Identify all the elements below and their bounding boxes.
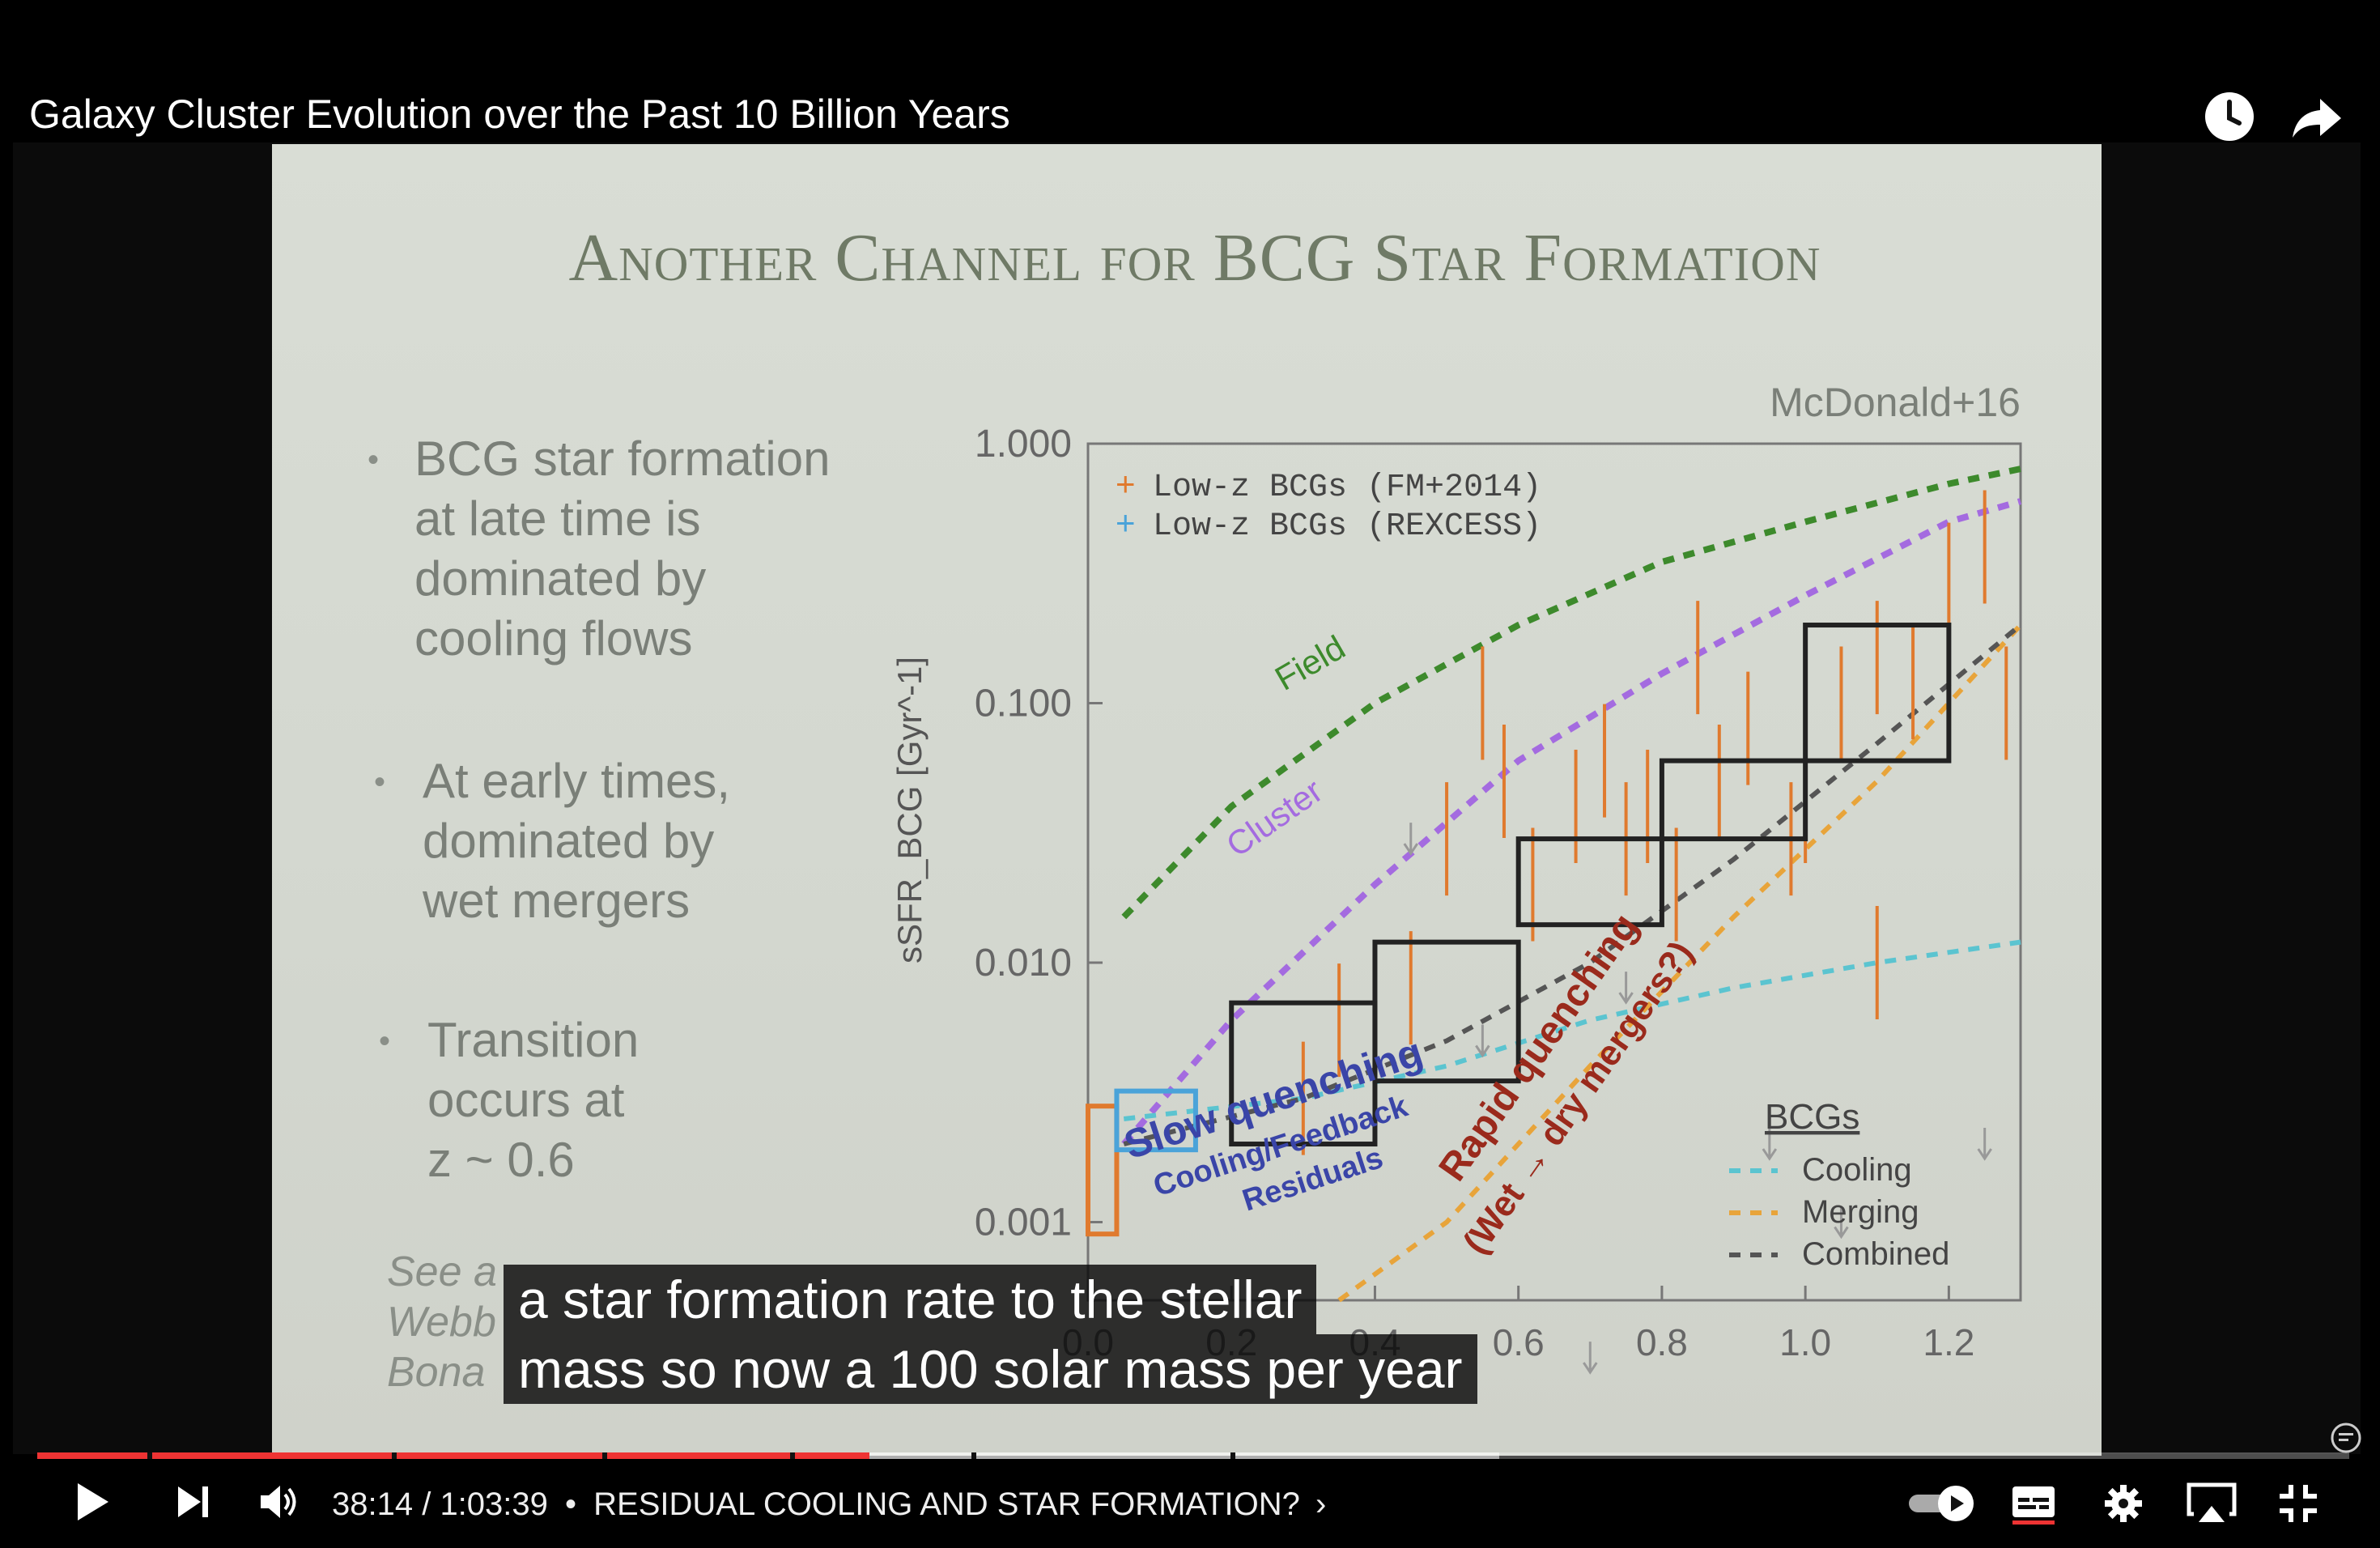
slide-title: Another Channel for BCG Star Formation [568, 220, 1821, 296]
time-and-chapter: 38:14 / 1:03:39 • RESIDUAL COOLING AND S… [332, 1486, 1326, 1523]
settings-gear-icon[interactable] [2103, 1483, 2144, 1528]
bullet-1: BCG star formation at late time is domin… [414, 432, 831, 666]
video-top-bar: Galaxy Cluster Evolution over the Past 1… [0, 0, 2380, 146]
cast-airplay-icon[interactable] [2186, 1482, 2238, 1529]
chapter-marker [602, 1452, 607, 1459]
caption-settings-icon[interactable] [2328, 1422, 2364, 1454]
chapter-title[interactable]: RESIDUAL COOLING AND STAR FORMATION? [593, 1486, 1300, 1522]
volume-icon[interactable] [259, 1483, 300, 1525]
presentation-slide: Another Channel for BCG Star Formation •… [272, 144, 2102, 1456]
progress-played[interactable] [37, 1452, 870, 1459]
share-icon[interactable] [2288, 87, 2346, 146]
chapter-chevron-icon[interactable]: › [1315, 1486, 1327, 1522]
autoplay-toggle[interactable] [1907, 1483, 1977, 1528]
chapter-marker [790, 1452, 795, 1459]
next-icon[interactable] [176, 1485, 210, 1523]
bullet-dot: • [368, 442, 380, 478]
bullet-dot: • [379, 1023, 391, 1059]
separator-dot: • [565, 1486, 577, 1522]
exit-fullscreen-icon[interactable] [2278, 1483, 2318, 1528]
watch-later-icon[interactable] [2200, 87, 2259, 146]
chapter-marker [392, 1452, 397, 1459]
chapter-marker [971, 1452, 976, 1459]
play-icon[interactable] [74, 1482, 110, 1526]
player-controls: 38:14 / 1:03:39 • RESIDUAL COOLING AND S… [0, 1449, 2380, 1548]
chapter-marker [1230, 1452, 1235, 1459]
bullet-3: Transition occurs at z ~ 0.6 [427, 1013, 640, 1187]
subtitles-icon[interactable] [2011, 1485, 2056, 1529]
see-also-note: See a Webb Bona [387, 1248, 497, 1396]
time-display: 38:14 / 1:03:39 [332, 1486, 548, 1522]
video-title[interactable]: Galaxy Cluster Evolution over the Past 1… [29, 91, 1010, 137]
chapter-marker [147, 1452, 152, 1459]
bullet-dot: • [374, 764, 386, 800]
bullet-2: At early times, dominated by wet mergers [423, 754, 731, 928]
subtitle-line-1: a star formation rate to the stellar [504, 1265, 1317, 1334]
subtitle-line-2: mass so now a 100 solar mass per year [504, 1334, 1477, 1404]
